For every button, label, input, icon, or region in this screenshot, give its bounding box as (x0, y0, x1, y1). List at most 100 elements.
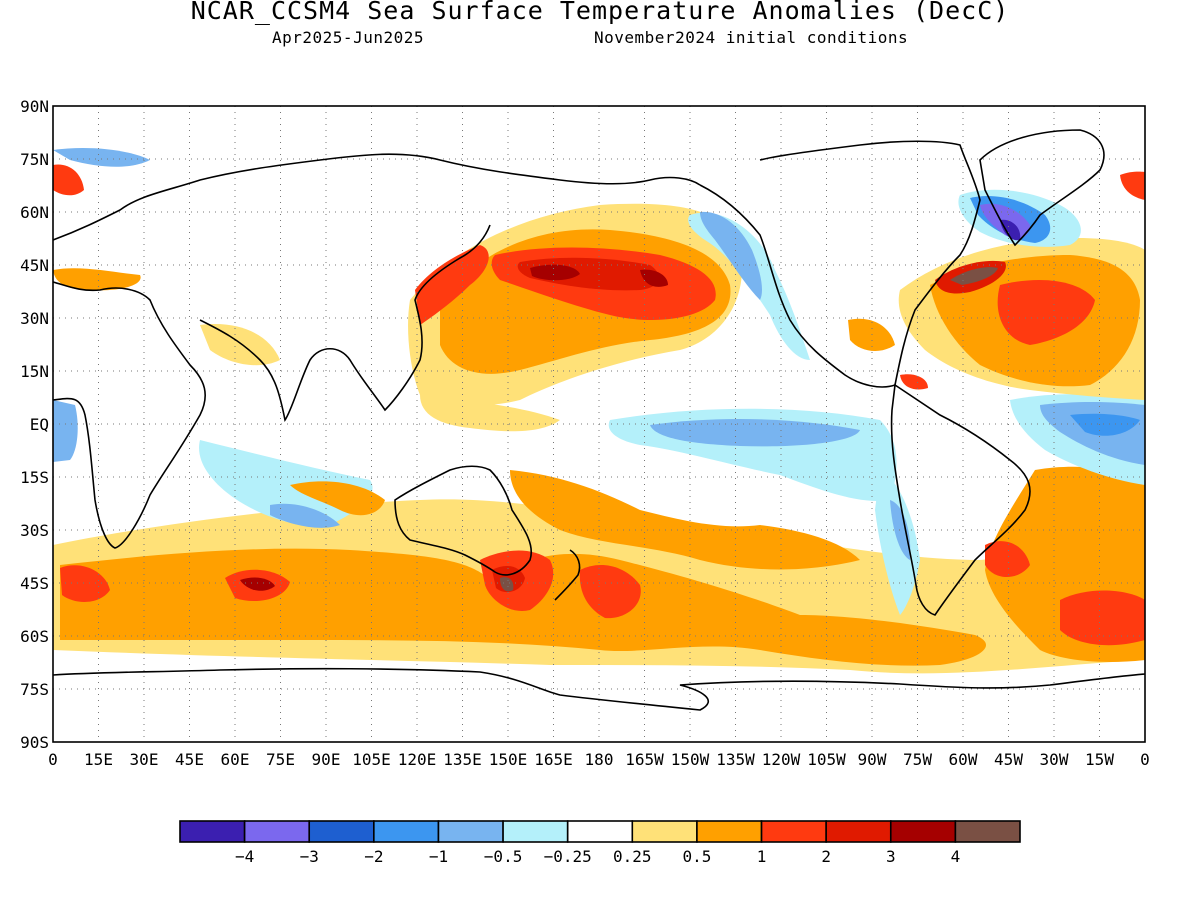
coast-south-america (890, 383, 1031, 616)
colorbar-label: −1 (429, 847, 448, 866)
lon-tick-label: 60W (949, 750, 978, 769)
coast-antarctica (53, 667, 1145, 711)
lon-tick-label: 135E (443, 750, 482, 769)
colorbar-label: 0.5 (682, 847, 711, 866)
lat-tick-label: 90N (20, 97, 49, 116)
anomaly-region-north-atlantic-red (997, 280, 1095, 345)
colorbar-label: 4 (951, 847, 961, 866)
anomaly-region-west-indian-blue (53, 400, 78, 462)
gridlines (53, 106, 1145, 742)
lat-tick-label: 30S (20, 521, 49, 540)
anomaly-region-south-atlantic-red2 (1060, 590, 1145, 646)
colorbar-label: −2 (364, 847, 383, 866)
colorbar-swatch (954, 820, 1021, 843)
anomaly-region-trop-atlantic-midblue (1070, 413, 1140, 436)
colorbar-swatch (179, 820, 246, 843)
colorbar-swatch (696, 820, 763, 843)
longitude-axis: 0 15E 30E 45E 60E 75E 90E 105E 120E 135E 150E 165E 1… (48, 750, 1150, 769)
lon-tick-label: 180 (585, 750, 614, 769)
lon-tick-label: 60E (221, 750, 250, 769)
colorbar-label: −0.25 (544, 847, 592, 866)
anomaly-region-north-pacific-deep2 (640, 269, 668, 287)
map-title: NCAR_CCSM4 Sea Surface Temperature Anoma… (190, 0, 1010, 25)
lon-tick-label: 165E (534, 750, 573, 769)
anomaly-region-mediterranean-orange (53, 268, 141, 291)
colorbar-swatch (502, 820, 569, 843)
anomaly-region-eq-pacific-blue (650, 418, 860, 447)
coast-new-zealand (554, 549, 581, 601)
colorbar-swatch (437, 820, 504, 843)
lon-tick-label: 135W (716, 750, 755, 769)
coast-north-america (699, 140, 981, 388)
lon-tick-label: 75E (266, 750, 295, 769)
lon-tick-label: 45W (994, 750, 1023, 769)
lon-tick-label: 120E (398, 750, 437, 769)
anomaly-region-barents-red (53, 164, 84, 196)
lon-tick-label: 30W (1040, 750, 1069, 769)
coast-eurasia-north (53, 153, 701, 241)
lon-tick-label: 105W (807, 750, 846, 769)
lon-tick-label: 90E (312, 750, 341, 769)
colorbar-swatch (760, 820, 827, 843)
colorbar-swatch (631, 820, 698, 843)
lon-tick-label: 45E (175, 750, 204, 769)
anomaly-region-tasman-brown (500, 577, 514, 592)
lat-tick-label: 60S (20, 627, 49, 646)
lon-tick-label: 15W (1085, 750, 1114, 769)
anomaly-region-tasman-red2 (579, 565, 641, 619)
anomaly-region-north-pacific-deep (530, 264, 580, 281)
anomaly-region-sepac-lightblue (875, 470, 920, 615)
lon-tick-label: 30E (130, 750, 159, 769)
anomaly-region-indian-orange (290, 481, 385, 516)
lat-tick-label: 90S (20, 733, 49, 752)
colorbar-label: 2 (821, 847, 831, 866)
colorbar-label: −0.5 (484, 847, 523, 866)
anomaly-region-sw-indian-red (60, 565, 110, 602)
colorbar-label: 0.25 (613, 847, 652, 866)
coast-greenland (979, 129, 1105, 247)
colorbar-label: −4 (235, 847, 254, 866)
lat-tick-label: 15N (20, 362, 49, 381)
lat-tick-label: 30N (20, 309, 49, 328)
anomaly-region-labrador-purple (1000, 219, 1021, 241)
color-bar: −4 −3 −2 −1 −0.5 −0.25 0.25 0.5 1 2 3 4 (179, 820, 1021, 866)
anomaly-region-arabian-yellow (200, 324, 280, 366)
coast-australia (394, 465, 532, 576)
anomaly-region-sepac-blue (890, 500, 911, 560)
forecast-period: Apr2025-Jun2025 (272, 28, 424, 47)
colorbar-label: 3 (886, 847, 896, 866)
colorbar-swatch (566, 820, 634, 843)
lat-tick-label: 45S (20, 574, 49, 593)
anomaly-region-arctic-blue (53, 148, 150, 167)
anomaly-region-indian-darkred (240, 577, 275, 591)
colorbar-swatch (243, 820, 311, 843)
anomaly-region-caribbean-red (900, 374, 928, 390)
coast-india-asia (199, 224, 491, 422)
lat-tick-label: 45N (20, 256, 49, 275)
lon-tick-label: 105E (352, 750, 391, 769)
anomaly-region-ne-pacific-blue (700, 211, 763, 300)
lon-tick-label: 0 (1140, 750, 1150, 769)
lon-tick-label: 120W (762, 750, 801, 769)
coast-africa-europe (53, 281, 206, 549)
colorbar-swatch (308, 820, 375, 843)
anomaly-region-japan-red (415, 245, 489, 325)
lat-tick-label: 15S (20, 468, 49, 487)
latitude-axis: 90N 75N 60N 45N 30N 15N EQ 15S 30S 45S 60S 75S 90S (20, 97, 49, 752)
anomaly-region-south-atlantic-red (985, 541, 1030, 578)
lon-tick-label: 90W (858, 750, 887, 769)
colorbar-label: 1 (757, 847, 767, 866)
lat-tick-label: 60N (20, 203, 49, 222)
anomaly-region-ne-pacific-lightblue (688, 212, 810, 360)
lon-tick-label: 165W (625, 750, 664, 769)
colorbar-swatch (825, 820, 892, 843)
lat-tick-label: 75S (20, 680, 49, 699)
lon-tick-label: 150W (671, 750, 710, 769)
anomaly-region-warm-pool-yellow (420, 395, 560, 432)
lat-tick-label: 75N (20, 150, 49, 169)
colorbar-swatch (889, 820, 957, 843)
anomaly-region-indian-blue (270, 503, 340, 528)
coastlines (53, 129, 1145, 711)
anomaly-region-gulf-stream-brown (950, 267, 998, 285)
